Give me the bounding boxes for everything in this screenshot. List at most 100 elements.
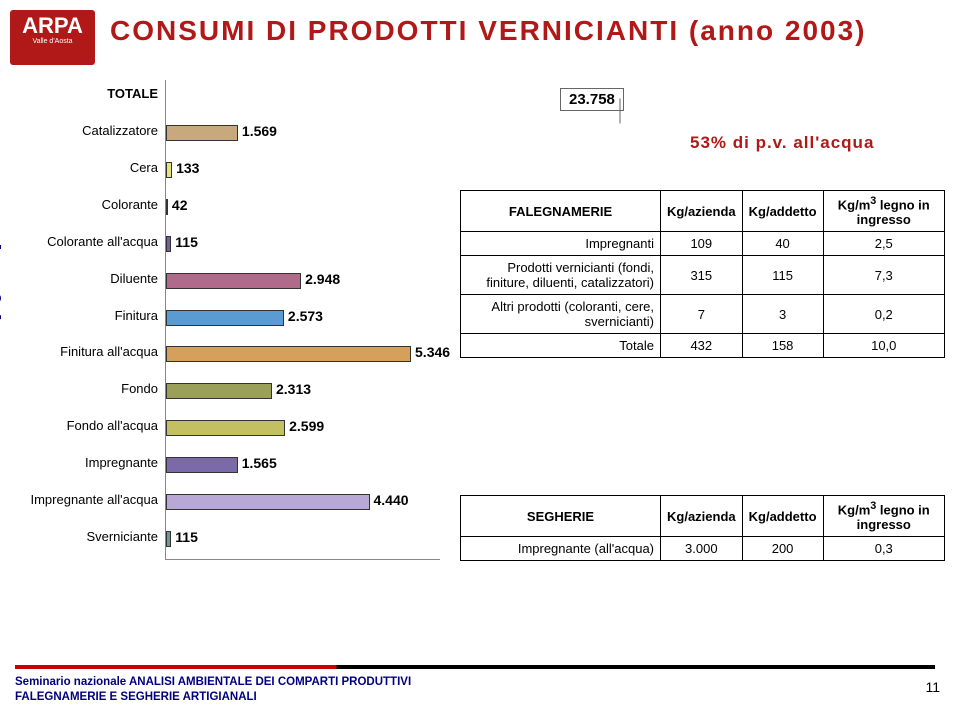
table-cell: 3.000 — [661, 537, 743, 561]
bar-value-label: 42 — [172, 197, 188, 213]
bar-value-label: 133 — [176, 160, 199, 176]
table-row: Prodotti vernicianti (fondi, finiture, d… — [461, 256, 945, 295]
bar — [166, 310, 284, 326]
totale-callout: 23.758 — [560, 88, 624, 111]
bar-row: Fondo2.313 — [166, 379, 440, 412]
table-header: SEGHERIE — [461, 496, 661, 537]
table-cell: 2,5 — [823, 232, 944, 256]
bar-value-label: 2.599 — [289, 418, 324, 434]
category-label: Colorante — [3, 197, 158, 212]
table-header: Kg/azienda — [661, 191, 743, 232]
bar-row: Colorante all'acqua115 — [166, 232, 440, 265]
category-label: Cera — [3, 160, 158, 175]
bar-row: Cera133 — [166, 158, 440, 191]
footer-line1: Seminario nazionale ANALISI AMBIENTALE D… — [15, 676, 411, 688]
bar-value-label: 115 — [175, 529, 198, 545]
bar — [166, 494, 370, 510]
table-header: Kg/m3 legno in ingresso — [823, 191, 944, 232]
table-cell: Altri prodotti (coloranti, cere, svernic… — [461, 295, 661, 334]
table-row: Altri prodotti (coloranti, cere, svernic… — [461, 295, 945, 334]
bar-value-label: 2.948 — [305, 271, 340, 287]
bar-value-label: 115 — [175, 234, 198, 250]
table-cell: 0,2 — [823, 295, 944, 334]
footer-line2: FALEGNAMERIE E SEGHERIE ARTIGIANALI — [15, 691, 257, 703]
bars-area: TOTALE Catalizzatore1.569 Cera133 Colorante… — [165, 80, 440, 560]
segherie-table: SEGHERIEKg/aziendaKg/addettoKg/m3 legno … — [460, 495, 945, 561]
bar-row: Fondo all'acqua2.599 — [166, 416, 440, 449]
logo-main: ARPA — [22, 13, 83, 38]
table-row: Totale43215810,0 — [461, 334, 945, 358]
table-cell: 40 — [742, 232, 823, 256]
category-label: Fondo — [3, 381, 158, 396]
bar-row: Catalizzatore1.569 — [166, 121, 440, 154]
bar — [166, 383, 272, 399]
bar-row: Colorante42 — [166, 195, 440, 228]
bar — [166, 236, 171, 252]
category-label: Sverniciante — [3, 529, 158, 544]
bar — [166, 199, 168, 215]
bar-row: TOTALE — [166, 84, 440, 117]
table-cell: 315 — [661, 256, 743, 295]
bar — [166, 125, 238, 141]
table-cell: 7,3 — [823, 256, 944, 295]
bar-chart: [ kg/anno ] TOTALECatalizzatore1.569Cera… — [5, 80, 445, 560]
table-row: Impregnanti109402,5 — [461, 232, 945, 256]
category-label: Finitura all'acqua — [3, 344, 158, 359]
bar — [166, 420, 285, 436]
table-cell: 115 — [742, 256, 823, 295]
category-label: Colorante all'acqua — [3, 234, 158, 249]
page-title: CONSUMI DI PRODOTTI VERNICIANTI (anno 20… — [110, 15, 867, 47]
category-label: Catalizzatore — [3, 123, 158, 138]
table-cell: 7 — [661, 295, 743, 334]
table-header: Kg/azienda — [661, 496, 743, 537]
y-axis-label: [ kg/anno ] — [0, 244, 2, 320]
bar-row: Diluente2.948 — [166, 269, 440, 302]
bar — [166, 346, 411, 362]
page-number: 11 — [925, 679, 940, 695]
table-cell: 109 — [661, 232, 743, 256]
callout-connector — [620, 99, 621, 124]
bar — [166, 162, 172, 178]
table-row: Impregnante (all'acqua)3.0002000,3 — [461, 537, 945, 561]
title-text: CONSUMI DI PRODOTTI VERNICIANTI (anno 20… — [110, 15, 867, 46]
table-cell: Impregnante (all'acqua) — [461, 537, 661, 561]
category-label: TOTALE — [3, 86, 158, 101]
bar-row: Finitura2.573 — [166, 306, 440, 339]
bar-row: Impregnante all'acqua4.440 — [166, 490, 440, 523]
bar — [166, 273, 301, 289]
logo-sub: Valle d'Aosta — [10, 38, 95, 46]
percent-highlight: 53% di p.v. all'acqua — [690, 133, 874, 153]
bar-row: Finitura all'acqua5.346 — [166, 342, 440, 375]
table-header: Kg/m3 legno in ingresso — [823, 496, 944, 537]
bar — [166, 457, 238, 473]
bar — [166, 531, 171, 547]
table-cell: 200 — [742, 537, 823, 561]
falegnamerie-table: FALEGNAMERIEKg/aziendaKg/addettoKg/m3 le… — [460, 190, 945, 358]
table-header: FALEGNAMERIE — [461, 191, 661, 232]
category-label: Impregnante all'acqua — [3, 492, 158, 507]
table-cell: 432 — [661, 334, 743, 358]
table-cell: 0,3 — [823, 537, 944, 561]
table-cell: Impregnanti — [461, 232, 661, 256]
bar-value-label: 1.565 — [242, 455, 277, 471]
category-label: Finitura — [3, 308, 158, 323]
table-cell: Prodotti vernicianti (fondi, finiture, d… — [461, 256, 661, 295]
table-header: Kg/addetto — [742, 496, 823, 537]
category-label: Fondo all'acqua — [3, 418, 158, 433]
bar-value-label: 2.313 — [276, 381, 311, 397]
bar-value-label: 2.573 — [288, 308, 323, 324]
bar-value-label: 4.440 — [374, 492, 409, 508]
table-cell: 158 — [742, 334, 823, 358]
table-cell: 3 — [742, 295, 823, 334]
table-cell: Totale — [461, 334, 661, 358]
bar-value-label: 1.569 — [242, 123, 277, 139]
bar-row: Impregnante1.565 — [166, 453, 440, 486]
category-label: Impregnante — [3, 455, 158, 470]
percent-text: 53% di p.v. all'acqua — [690, 133, 874, 152]
bar-value-label: 5.346 — [415, 344, 450, 360]
bar-row: Sverniciante115 — [166, 527, 440, 560]
table-cell: 10,0 — [823, 334, 944, 358]
footer: Seminario nazionale ANALISI AMBIENTALE D… — [15, 665, 935, 705]
arpa-logo: ARPA Valle d'Aosta — [10, 10, 95, 65]
table-header: Kg/addetto — [742, 191, 823, 232]
